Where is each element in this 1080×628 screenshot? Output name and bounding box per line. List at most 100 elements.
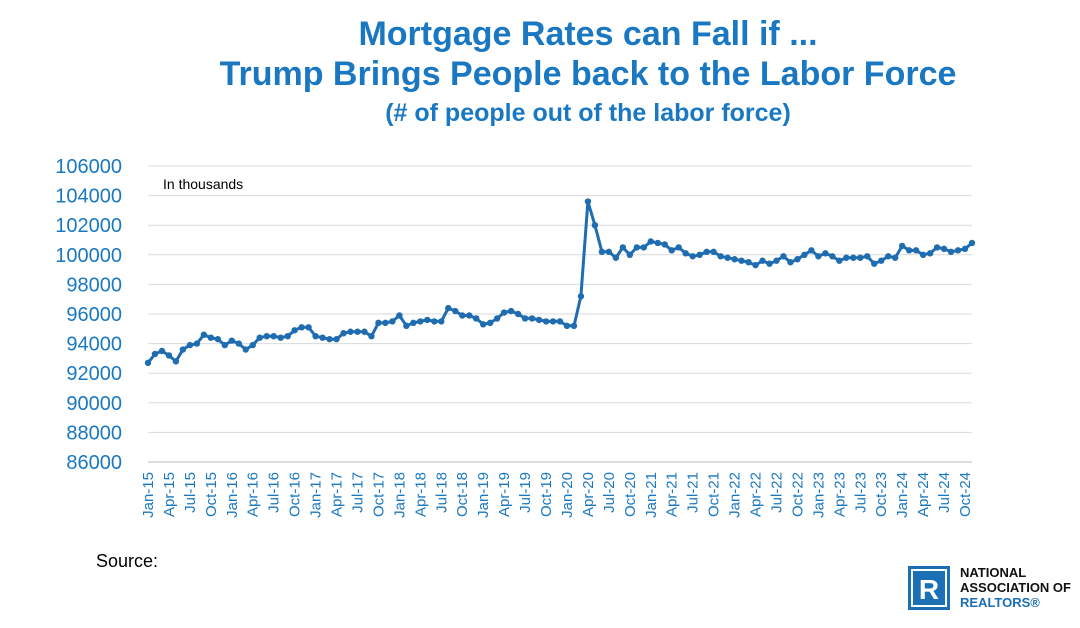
data-point [158,347,166,355]
data-point [703,248,710,256]
chart-title-line2: Trump Brings People back to the Labor Fo… [219,55,957,93]
data-point [717,253,724,260]
data-point [361,328,368,335]
chart-annotation: In thousands [163,176,243,192]
x-tick-label: Jul-24 [936,472,953,513]
data-point [836,257,843,264]
data-point [598,248,606,256]
data-point [165,352,173,359]
logo-line-realtors: REALTORS® [960,595,1040,610]
logo-text: NATIONAL ASSOCIATION OF REALTORS® [960,565,1071,610]
data-point [647,238,654,245]
data-point [738,257,745,264]
x-tick-label: Jul-23 [852,472,869,513]
data-point [905,247,913,254]
data-point [256,334,263,341]
data-point [878,257,885,264]
x-tick-label: Apr-16 [245,472,262,517]
x-tick-label: Jan-16 [224,472,241,518]
data-point [563,322,571,330]
data-point [605,248,613,256]
data-point [885,253,892,260]
data-point [542,318,550,325]
data-point [850,254,857,261]
x-tick-label: Oct-20 [622,472,639,517]
data-point [829,253,836,260]
data-point [633,244,641,251]
data-point [214,335,222,343]
realtor-r-icon: R [908,566,950,610]
y-tick-label: 86000 [66,452,122,474]
data-point [249,341,256,349]
data-point [326,335,333,343]
y-tick-label: 102000 [55,215,122,237]
x-tick-label: Jul-22 [768,472,785,513]
data-point [549,318,557,325]
data-point [528,315,536,322]
data-point [242,346,249,353]
data-point [968,239,976,247]
data-point [947,248,955,256]
y-tick-label: 88000 [66,422,122,444]
x-tick-label: Jan-18 [391,472,408,518]
data-point [933,244,941,251]
data-point [961,245,969,253]
logo-mark-letter: R [919,574,939,605]
data-point [354,328,361,335]
source-label: Source: [96,551,159,571]
x-tick-label: Jul-18 [433,472,450,513]
data-point [661,241,668,248]
data-point [410,319,417,327]
data-point [417,318,424,325]
data-point [263,333,270,340]
y-tick-label: 92000 [66,363,122,385]
data-point [668,247,675,254]
x-tick-label: Oct-23 [873,472,890,517]
data-point [144,359,152,367]
x-tick-label: Oct-22 [789,472,806,517]
data-point [891,254,899,261]
data-point [780,253,787,260]
y-tick-label: 96000 [66,304,122,326]
data-point [319,334,326,341]
data-point [193,340,201,347]
data-point [808,247,815,254]
data-point [207,334,215,341]
data-point [940,245,948,253]
x-tick-label: Jan-19 [475,472,492,518]
data-point [396,312,403,319]
data-point [710,248,717,256]
data-point [864,253,871,260]
data-point [200,331,208,338]
x-tick-label: Apr-23 [831,472,848,517]
logo-line-association: ASSOCIATION OF [960,580,1071,595]
chart-title-block: Mortgage Rates can Fall if ... Trump Bri… [0,14,1080,130]
data-point [570,322,578,330]
data-point [473,315,480,322]
chart-subtitle: (# of people out of the labor force) [385,99,791,127]
y-tick-label: 106000 [55,156,122,178]
data-point [752,261,759,269]
x-tick-label: Oct-15 [203,472,220,517]
data-point [745,259,752,266]
data-point [389,318,396,325]
data-point [284,333,291,340]
x-tick-label: Apr-24 [915,472,932,517]
x-tick-label: Apr-20 [580,472,597,517]
data-point [179,346,187,353]
nar-logo: R NATIONAL ASSOCIATION OF REALTORS® [906,564,1080,614]
data-point [626,251,634,258]
data-point [919,251,927,258]
data-point [479,321,487,328]
data-point [228,337,235,344]
data-point [466,312,473,319]
x-tick-label: Apr-21 [664,472,681,517]
data-point [926,250,934,257]
data-point [871,260,878,267]
chart-title-line1: Mortgage Rates can Fall if ... [358,15,818,53]
y-tick-label: 104000 [55,186,122,208]
data-point [368,333,375,340]
data-point [724,254,731,261]
data-point [822,250,829,257]
logo-line-national: NATIONAL [960,565,1027,580]
